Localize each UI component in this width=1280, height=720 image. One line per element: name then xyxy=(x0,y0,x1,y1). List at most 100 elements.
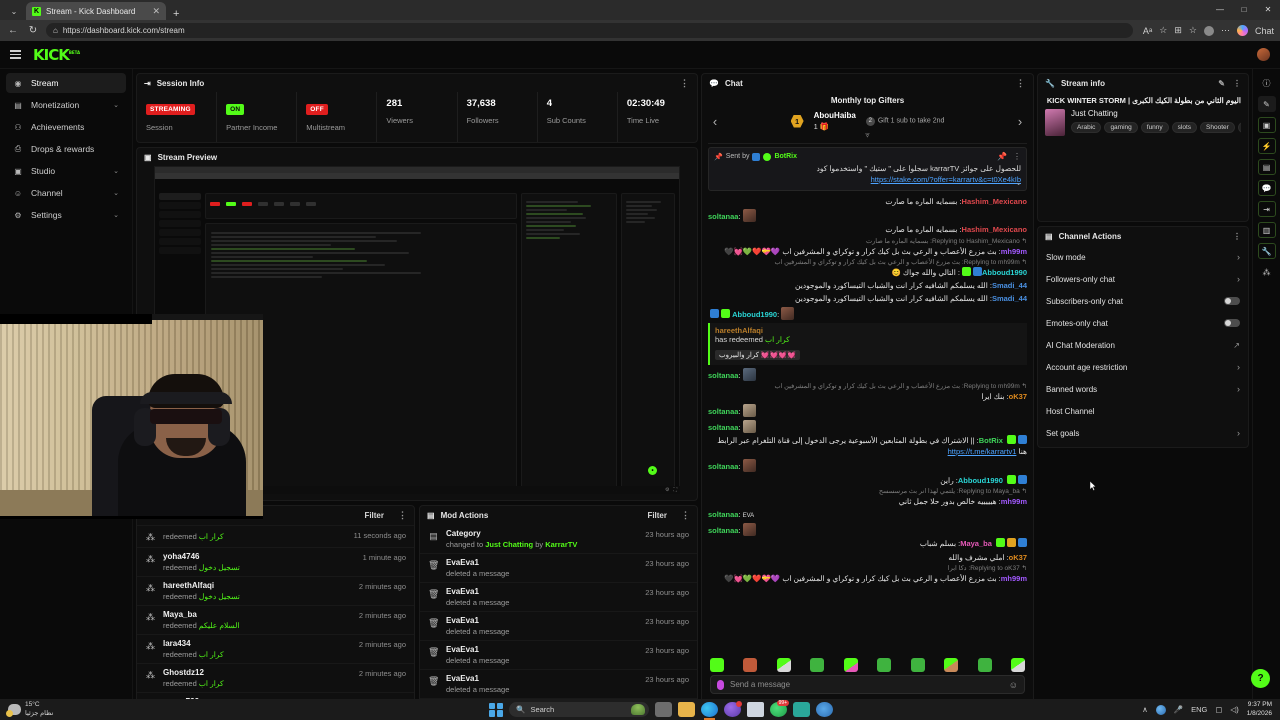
more-icon[interactable]: ⋯ xyxy=(1220,25,1230,35)
prev-gifter-icon[interactable]: ‹ xyxy=(712,113,718,129)
language-indicator[interactable]: ENG xyxy=(1191,705,1208,714)
chat-username[interactable]: mh99m xyxy=(1000,573,1027,583)
tag[interactable]: slots xyxy=(1171,122,1198,133)
table-row[interactable]: 🗑 EvaEva1 deleted a message 23 hours ago xyxy=(420,640,697,669)
file-explorer-icon[interactable] xyxy=(678,702,696,717)
chat-username[interactable]: Smadi_44 xyxy=(991,294,1027,304)
fullscreen-icon[interactable]: ⛶ xyxy=(673,487,677,493)
chat-username[interactable]: soltanaa xyxy=(708,526,739,535)
emote-tan-icon[interactable] xyxy=(944,658,959,672)
filter-button[interactable]: Filter xyxy=(647,511,667,520)
close-window-icon[interactable]: ✕ xyxy=(1264,5,1272,14)
clock[interactable]: 9:37 PM 1/8/2026 xyxy=(1247,701,1272,719)
weather-widget[interactable]: 15°C نظام جزئيا xyxy=(0,701,180,718)
tag[interactable]: Shooter xyxy=(1200,122,1235,133)
chat-username[interactable]: oK37 xyxy=(1008,552,1027,562)
chat-link[interactable]: https://t.me/karrartv1 xyxy=(947,447,1017,456)
tag[interactable]: funny xyxy=(1140,122,1169,133)
sidebar-item-channel[interactable]: ☺ Channel ⌄ xyxy=(6,183,126,203)
emote-blob-icon[interactable] xyxy=(910,658,925,672)
emote-green-icon[interactable] xyxy=(710,658,724,672)
mic-icon[interactable] xyxy=(717,679,724,690)
bolt-icon[interactable]: ⚡ xyxy=(1257,138,1276,154)
kick-logo[interactable]: KICKBETA xyxy=(33,46,80,64)
chat-username[interactable]: soltanaa xyxy=(708,422,739,432)
chat-input-container[interactable]: Send a message ☺ xyxy=(710,675,1025,694)
new-tab-button[interactable]: + xyxy=(173,8,180,20)
list-item[interactable]: ⁂ Ghostdz12 redeemed كرار اب 2 minutes a… xyxy=(137,663,414,692)
action-banned-words[interactable]: Banned words › xyxy=(1038,378,1248,400)
more-icon[interactable]: ⋮ xyxy=(1233,79,1241,88)
chat-input[interactable]: Send a message xyxy=(730,680,791,689)
chat-bubble-icon[interactable]: 💬 xyxy=(1257,180,1276,196)
action-emotes-only-chat[interactable]: Emotes-only chat xyxy=(1038,312,1248,334)
table-row[interactable]: 🗑 EvaEva1 deleted a message 23 hours ago xyxy=(420,553,697,582)
filter-button[interactable]: Filter xyxy=(364,511,384,520)
sidebar-item-stream[interactable]: ◉ Stream xyxy=(6,73,126,93)
chat-username[interactable]: Hashim_Mexicano xyxy=(961,196,1027,206)
menu-icon[interactable] xyxy=(10,50,21,59)
mic-icon[interactable]: 🎤 xyxy=(1173,705,1184,714)
avatar[interactable] xyxy=(1257,48,1270,61)
list-item[interactable]: ⁂ yoha4746 redeemed تسجيل دخول 1 minute … xyxy=(137,547,414,576)
action-account-age-restriction[interactable]: Account age restriction › xyxy=(1038,356,1248,378)
bot-name[interactable]: BotRix xyxy=(774,153,798,160)
table-row[interactable]: 🗑 EvaEva1 deleted a message 23 hours ago xyxy=(420,582,697,611)
toggle-switch[interactable] xyxy=(1224,297,1240,305)
action-slow-mode[interactable]: Slow mode › xyxy=(1038,246,1248,268)
chat-messages[interactable]: Hashim_Mexicano: بسمايه الماره ما صارت s… xyxy=(702,194,1033,653)
note-icon[interactable]: ▤ xyxy=(1257,159,1276,175)
chat-username[interactable]: soltanaa xyxy=(708,212,739,221)
favorite-icon[interactable]: ☆ xyxy=(1159,25,1168,35)
more-icon[interactable]: ⋮ xyxy=(680,77,690,88)
sidebar-item-achievements[interactable]: ⚇ Achievements xyxy=(6,117,126,137)
list-item[interactable]: ⁂ redeemed كرار اب 11 seconds ago xyxy=(137,525,414,547)
action-set-goals[interactable]: Set goals › xyxy=(1038,422,1248,444)
chat-username[interactable]: oK37 xyxy=(1008,392,1027,401)
more-icon[interactable]: ⋮ xyxy=(681,510,690,520)
tag[interactable]: gaming xyxy=(1104,122,1138,133)
collections-icon[interactable]: ⊞ xyxy=(1174,25,1182,35)
chat-username[interactable]: Maya_ba xyxy=(960,539,992,549)
table-row[interactable]: ▤ Category changed to Just Chatting by K… xyxy=(420,525,697,553)
chat-username[interactable]: mh99m xyxy=(1000,246,1027,256)
help-button[interactable]: ? xyxy=(1251,669,1270,688)
back-icon[interactable]: ← xyxy=(8,25,18,36)
more-icon[interactable]: ⋮ xyxy=(1016,77,1026,88)
list-item[interactable]: ⁂ lara434 redeemed كرار اب 2 minutes ago xyxy=(137,634,414,663)
chevron-up-icon[interactable]: ∧ xyxy=(1142,705,1148,714)
emote-cool-icon[interactable] xyxy=(1010,658,1025,672)
chevron-down-icon[interactable]: ⌄ xyxy=(1015,177,1022,187)
edge-icon[interactable] xyxy=(701,702,719,720)
share-icon[interactable]: ⁂ xyxy=(1262,267,1271,277)
task-view-icon[interactable] xyxy=(655,702,673,717)
reload-icon[interactable]: ↻ xyxy=(28,25,38,36)
chat-username[interactable]: Hashim_Mexicano xyxy=(961,225,1027,235)
settings-icon[interactable]: ⚙ xyxy=(665,487,670,493)
display-icon[interactable]: ▢ xyxy=(1215,705,1223,714)
tag[interactable]: pubg xyxy=(1237,122,1241,133)
tv-icon[interactable] xyxy=(793,702,811,717)
whatsapp-icon[interactable]: 99+ xyxy=(770,700,790,717)
split-screen-icon[interactable]: ☆ xyxy=(1188,25,1197,35)
maximize-icon[interactable]: □ xyxy=(1241,5,1247,14)
close-icon[interactable]: ✕ xyxy=(152,5,160,16)
more-icon[interactable]: ⋮ xyxy=(1013,152,1021,161)
wrench-icon[interactable]: 🔧 xyxy=(1257,243,1276,259)
session-icon[interactable]: ⇥ xyxy=(1257,201,1276,217)
frame-icon[interactable]: ▣ xyxy=(1257,117,1276,133)
read-aloud-icon[interactable]: Aᵃ xyxy=(1142,25,1153,36)
store-icon[interactable] xyxy=(747,702,765,717)
emote-smile-icon[interactable] xyxy=(810,658,825,672)
redeemer-name[interactable]: hareethAlfaqi xyxy=(715,325,763,335)
action-subscribers-only-chat[interactable]: Subscribers-only chat xyxy=(1038,290,1248,312)
action-host-channel[interactable]: Host Channel xyxy=(1038,400,1248,422)
chat-username[interactable]: soltanaa xyxy=(708,370,739,380)
chat-username[interactable]: soltanaa xyxy=(708,407,739,417)
collapse-gifters-icon[interactable]: ⩔ xyxy=(865,130,870,139)
toggle-switch[interactable] xyxy=(1224,319,1240,327)
address-bar[interactable]: ⌂ https://dashboard.kick.com/stream xyxy=(46,23,1133,38)
tab-list-caret-icon[interactable]: ⌄ xyxy=(10,6,18,16)
sidebar-item-monetization[interactable]: ▤ Monetization ⌄ xyxy=(6,95,126,115)
sidebar-item-studio[interactable]: ▣ Studio ⌄ xyxy=(6,161,126,181)
